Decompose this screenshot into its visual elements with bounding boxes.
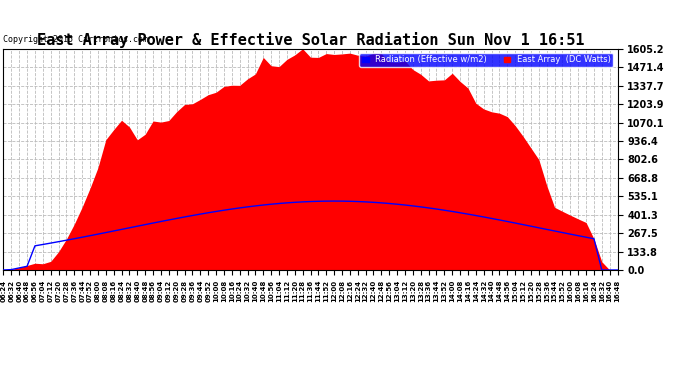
Text: Copyright 2015 Cartronics.com: Copyright 2015 Cartronics.com: [3, 35, 148, 44]
Legend: Radiation (Effective w/m2), East Array  (DC Watts): Radiation (Effective w/m2), East Array (…: [359, 53, 613, 67]
Title: East Array Power & Effective Solar Radiation Sun Nov 1 16:51: East Array Power & Effective Solar Radia…: [37, 32, 584, 48]
